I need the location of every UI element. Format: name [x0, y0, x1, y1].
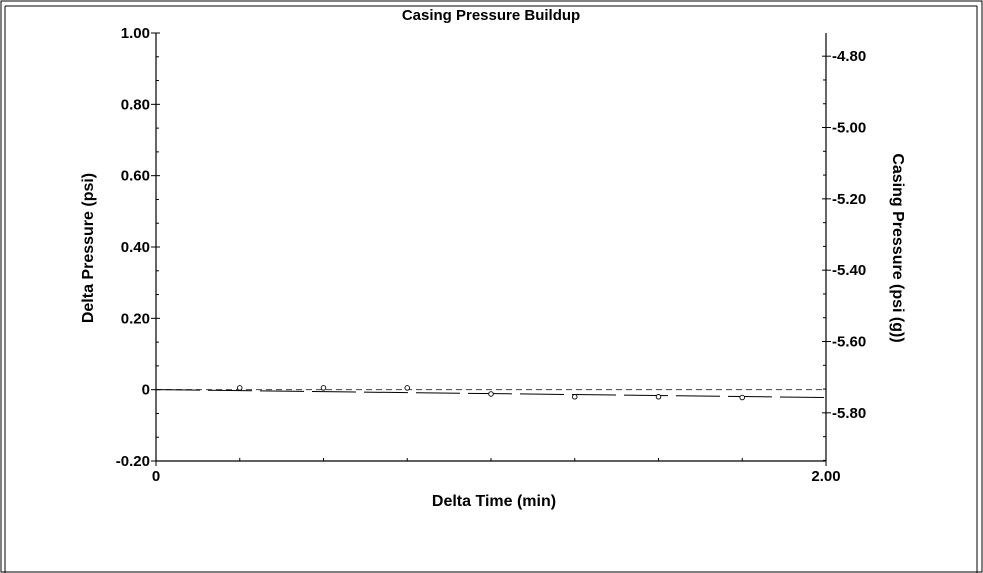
data-point: [320, 385, 327, 391]
y2-tick-label: -5.00: [832, 120, 866, 137]
y-tick-label: 0.20: [121, 310, 150, 327]
y2-tick-label: -5.20: [832, 191, 866, 208]
series-markers: [236, 385, 746, 401]
data-point: [739, 394, 746, 401]
data-point: [488, 391, 494, 397]
y2-tick-label: -4.80: [832, 48, 866, 65]
x-axis-label: Delta Time (min): [432, 493, 556, 510]
y-axis-label: Delta Pressure (psi): [80, 173, 97, 323]
y-tick-label: 0.60: [121, 168, 150, 185]
y2-tick-label: -5.80: [832, 405, 866, 422]
data-point: [236, 385, 243, 391]
bottom-axis-ticks: 0 2.00: [152, 457, 841, 485]
y-tick-label: 0: [142, 382, 150, 399]
y2-tick-label: -5.40: [832, 262, 866, 279]
y-tick-label: 0.80: [121, 96, 150, 113]
data-point: [572, 394, 578, 400]
x-tick-label: 0: [152, 468, 160, 485]
y2-axis-label: Casing Pressure (psi (g)): [889, 153, 906, 342]
data-point: [655, 394, 662, 400]
data-point: [404, 385, 411, 391]
y-tick-label: 0.40: [121, 239, 150, 256]
y-tick-label: 1.00: [121, 25, 150, 42]
x-tick-label: 2.00: [811, 468, 840, 485]
right-axis-ticks: -5.80 -5.60 -5.40 -5.20 -5.00 -4.80: [822, 48, 866, 461]
y-tick-label: -0.20: [116, 453, 150, 470]
chart-title: Casing Pressure Buildup: [402, 7, 580, 24]
left-axis-ticks: -0.20 0 0.20 0.40 0.60 0.80 1.00: [116, 25, 160, 470]
y2-tick-label: -5.60: [832, 334, 866, 351]
